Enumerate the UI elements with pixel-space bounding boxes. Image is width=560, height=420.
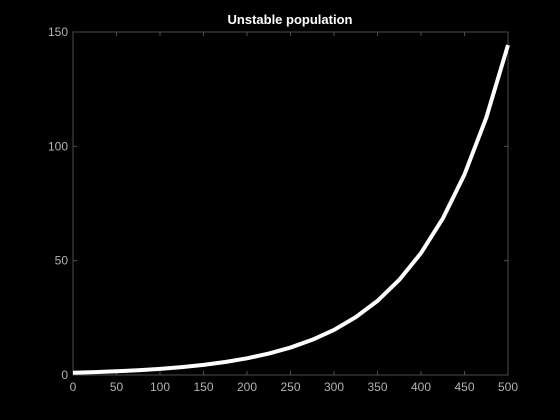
y-tick-label: 50: [55, 254, 69, 268]
y-tick-label: 0: [61, 368, 68, 382]
x-tick-label: 250: [280, 380, 300, 394]
x-tick-label: 400: [411, 380, 431, 394]
x-tick-label: 50: [110, 380, 124, 394]
x-tick-label: 100: [150, 380, 170, 394]
y-tick-label: 150: [48, 25, 68, 39]
x-tick-label: 150: [193, 380, 213, 394]
series-layer: [72, 44, 510, 375]
series-line: [72, 44, 510, 375]
x-tick-label: 350: [367, 380, 387, 394]
x-tick-label: 450: [454, 380, 474, 394]
axes-box: [72, 31, 509, 376]
ticks-layer: 0 50 100 150 200 250 300 350 400 450 500 0 50 100 150: [48, 25, 518, 394]
x-tick-label: 300: [324, 380, 344, 394]
chart-title: Unstable population: [228, 12, 353, 27]
x-tick-label: 200: [237, 380, 257, 394]
x-tick-label: 0: [70, 380, 77, 394]
x-tick-label: 500: [498, 380, 518, 394]
y-tick-label: 100: [48, 139, 68, 153]
